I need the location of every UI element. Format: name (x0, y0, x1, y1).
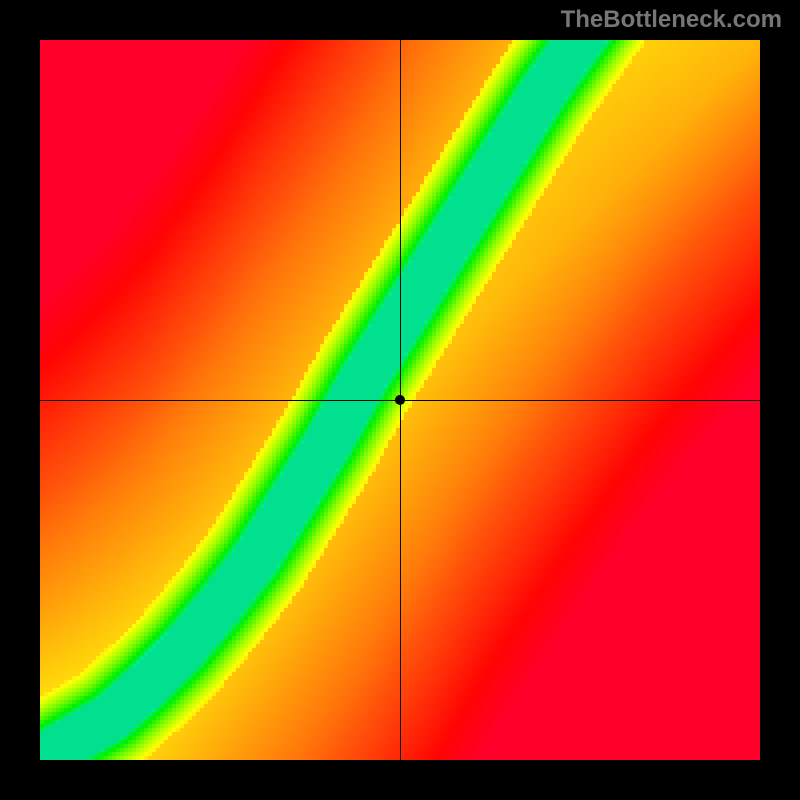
watermark-text: TheBottleneck.com (561, 6, 782, 34)
heatmap-canvas (40, 40, 760, 760)
bottleneck-heatmap (40, 40, 760, 760)
